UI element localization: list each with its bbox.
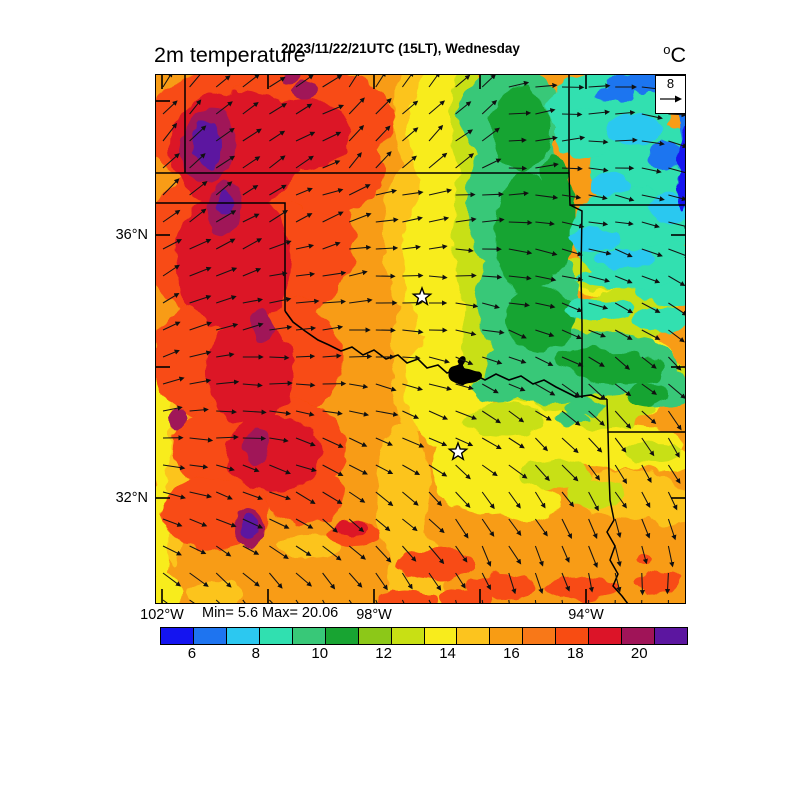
lat-axis-label: 32°N xyxy=(115,490,148,506)
valid-time-line: 2023/11/22/21UTC (15LT), Wednesday xyxy=(281,41,520,56)
state-border-line xyxy=(606,431,629,604)
colorbar-tick-label: 14 xyxy=(439,645,456,662)
map-title: 2m temperature xyxy=(154,43,306,67)
red-river xyxy=(284,310,607,400)
colorbar-segment xyxy=(489,628,523,644)
unit-label: oC xyxy=(620,42,686,68)
colorbar-tick-label: 18 xyxy=(567,645,584,662)
colorbar-tick-label: 12 xyxy=(375,645,392,662)
colorbar-segment xyxy=(555,628,589,644)
colorbar-segment xyxy=(621,628,655,644)
colorbar-segment xyxy=(258,628,292,644)
colorbar-segment xyxy=(192,628,226,644)
colorbar-segment xyxy=(456,628,490,644)
colorbar-segment xyxy=(291,628,325,644)
colorbar xyxy=(160,627,688,645)
lon-axis-label: 94°W xyxy=(568,607,604,623)
wind-reference-arrow-icon xyxy=(659,95,682,103)
colorbar-tick-label: 10 xyxy=(311,645,329,662)
wind-vectors xyxy=(162,74,686,604)
colorbar-segment xyxy=(423,628,457,644)
lat-axis-label: 36°N xyxy=(115,227,148,243)
colorbar-segment xyxy=(654,628,687,644)
city-star-marker xyxy=(411,285,433,306)
colorbar-tick-label: 6 xyxy=(187,645,197,662)
lon-axis-label: 98°W xyxy=(356,607,392,623)
min-max-stats: Min= 5.6 Max= 20.06 xyxy=(202,605,339,621)
state-border-line xyxy=(569,204,583,398)
colorbar-segment xyxy=(161,628,193,644)
unit-letter: C xyxy=(670,43,686,68)
colorbar-segment xyxy=(390,628,424,644)
temperature-field xyxy=(155,74,686,604)
city-star-marker xyxy=(447,440,469,461)
weather-map-canvas xyxy=(155,74,686,604)
colorbar-segment xyxy=(522,628,556,644)
colorbar-segment xyxy=(225,628,259,644)
wind-reference-box: 8 xyxy=(655,75,686,114)
colorbar-segment xyxy=(357,628,391,644)
axis-ticks xyxy=(155,74,686,604)
colorbar-segment xyxy=(588,628,622,644)
lon-axis-label: 102°W xyxy=(140,607,184,623)
colorbar-tick-label: 16 xyxy=(503,645,520,662)
colorbar-segment xyxy=(324,628,358,644)
colorbar-tick-label: 20 xyxy=(630,645,648,662)
wind-reference-value: 8 xyxy=(666,76,675,91)
degree-sup: o xyxy=(663,42,671,57)
lake-texoma xyxy=(448,356,482,386)
colorbar-tick-label: 8 xyxy=(251,645,261,662)
